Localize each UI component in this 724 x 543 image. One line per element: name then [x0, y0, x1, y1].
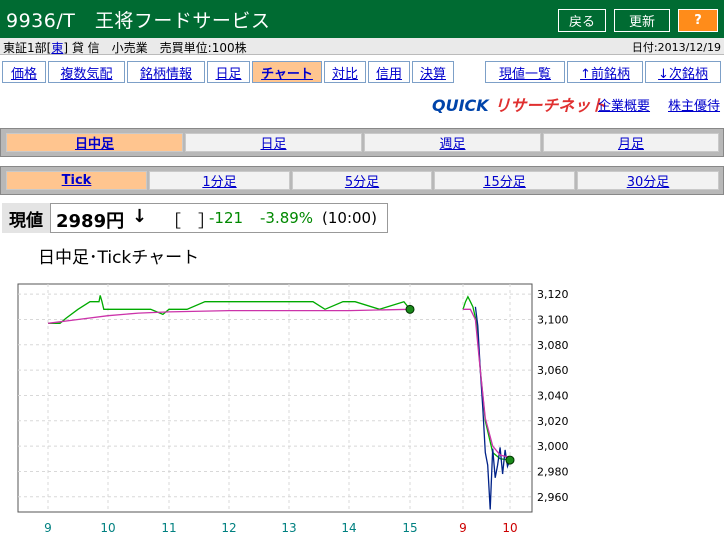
- tab-stock-info[interactable]: 銘柄情報: [127, 61, 205, 83]
- tab-30min[interactable]: 30分足: [577, 171, 719, 190]
- chart-y-tick-label: 3,120: [537, 288, 569, 301]
- stock-title: 9936/T 王将フードサービス: [6, 10, 271, 32]
- chart-last-price-marker: [405, 304, 415, 314]
- company-overview-link[interactable]: 企業概要: [598, 99, 651, 114]
- chart-y-tick-label: 3,100: [537, 313, 569, 326]
- tab-daily[interactable]: 日足: [207, 61, 250, 83]
- chart-y-tick-label: 2,980: [537, 465, 569, 478]
- down-arrow-icon: ↓: [132, 206, 148, 227]
- quick-logo-text: QUICK: [432, 96, 489, 115]
- prev-stock-button[interactable]: ↑前銘柄: [567, 61, 643, 83]
- tab-1min[interactable]: 1分足: [149, 171, 290, 190]
- chart-y-tick-label: 3,040: [537, 389, 569, 402]
- chart-y-tick-label: 3,060: [537, 364, 569, 377]
- tab-financials[interactable]: 決算: [412, 61, 454, 83]
- tab-15min[interactable]: 15分足: [434, 171, 575, 190]
- market-suffix: ] 貸 信 小売業 売買単位:100株: [63, 41, 247, 55]
- price-label: 現値: [2, 203, 51, 233]
- tab-intraday[interactable]: 日中足: [6, 133, 183, 152]
- tab-chart[interactable]: チャート: [252, 61, 322, 83]
- help-button[interactable]: ?: [678, 9, 718, 32]
- price-change: -121: [209, 209, 244, 227]
- tab-period-monthly[interactable]: 月足: [543, 133, 719, 152]
- chart-x-tick-label: 11: [161, 521, 176, 535]
- chart-x-tick-label: 12: [221, 521, 236, 535]
- price-value: 2989円: [56, 211, 125, 232]
- chart-x-tick-label: 15: [402, 521, 417, 535]
- chart-x-tick-label: 10: [100, 521, 115, 535]
- price-flag: ［ ］: [164, 212, 215, 232]
- exchange-link[interactable]: 東: [51, 41, 64, 55]
- market-prefix: 東証1部[: [3, 41, 52, 55]
- price-time: (10:00): [322, 209, 377, 227]
- tab-price[interactable]: 価格: [2, 61, 46, 83]
- tab-quotes[interactable]: 複数気配: [48, 61, 125, 83]
- chart-x-tick-label: 10: [502, 521, 517, 535]
- chart-x-tick-label: 9: [459, 521, 467, 535]
- chart-y-tick-label: 2,960: [537, 491, 569, 504]
- back-button[interactable]: 戻る: [558, 9, 606, 32]
- next-stock-button[interactable]: ↓次銘柄: [645, 61, 721, 83]
- chart-y-tick-label: 3,020: [537, 415, 569, 428]
- chart-last-price-marker: [505, 455, 515, 465]
- chart-x-tick-label: 14: [341, 521, 356, 535]
- chart-series-line: [47, 308, 411, 324]
- tab-compare[interactable]: 対比: [324, 61, 366, 83]
- chart-series-line: [462, 295, 511, 461]
- date-label: 日付:2013/12/19: [631, 41, 721, 54]
- chart-title: 日中足･Tickチャート: [38, 248, 200, 268]
- tab-period-weekly[interactable]: 週足: [364, 133, 541, 152]
- tab-margin[interactable]: 信用: [368, 61, 410, 83]
- chart-plot-area: [17, 283, 533, 513]
- chart-series-line: [463, 308, 511, 459]
- price-change-percent: -3.89%: [260, 209, 314, 227]
- current-list-button[interactable]: 現値一覧: [485, 61, 565, 83]
- quick-logo-sub: リサーチネット: [488, 96, 607, 115]
- shareholder-benefit-link[interactable]: 株主優待: [668, 99, 721, 114]
- tab-5min[interactable]: 5分足: [292, 171, 432, 190]
- refresh-button[interactable]: 更新: [614, 9, 670, 32]
- tab-tick[interactable]: Tick: [6, 171, 147, 190]
- chart-y-tick-label: 3,000: [537, 440, 569, 453]
- tab-period-daily[interactable]: 日足: [185, 133, 362, 152]
- market-info: 東証1部[東] 貸 信 小売業 売買単位:100株: [3, 39, 247, 56]
- market-info-bar: [0, 38, 724, 55]
- chart-x-tick-label: 13: [281, 521, 296, 535]
- intraday-tick-chart: 3,120 3,100 3,080 3,060 3,040 3,020 3,000 2,980…: [17, 283, 569, 535]
- chart-y-tick-label: 3,080: [537, 339, 569, 352]
- quick-logo[interactable]: QUICK リサーチネット: [432, 92, 606, 116]
- chart-x-tick-label: 9: [44, 521, 52, 535]
